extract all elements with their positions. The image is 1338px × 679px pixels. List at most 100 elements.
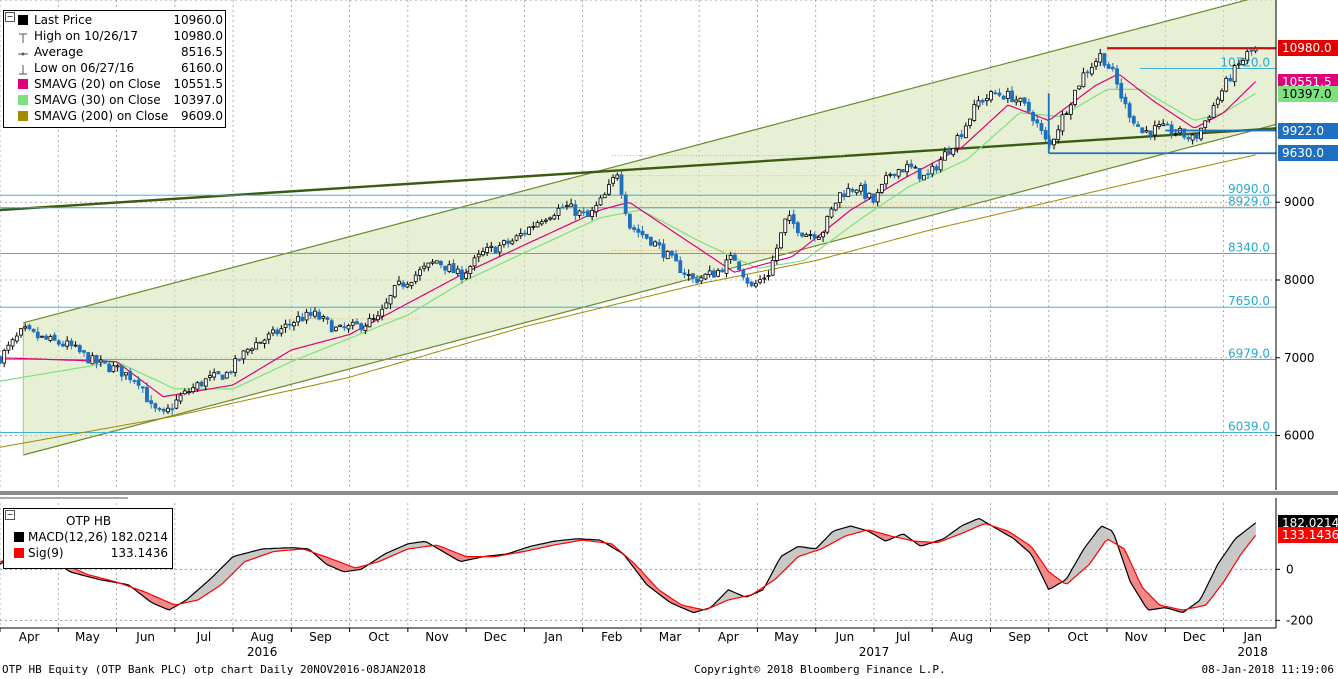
legend-row[interactable]: Average 8516.5 (4, 44, 225, 60)
candle-body (1115, 68, 1119, 85)
candle-body (560, 206, 565, 209)
footer-ticker: OTP HB Equity (OTP Bank PLC) otp chart D… (2, 663, 426, 676)
legend-row[interactable]: SMAVG (20) on Close 10551.5 (4, 76, 225, 92)
candle-body (1228, 78, 1233, 82)
candle-body (489, 245, 494, 248)
candle-body (229, 371, 233, 374)
candle-body (816, 236, 821, 240)
candle-body (111, 365, 116, 373)
x-month-label: Dec (1183, 630, 1206, 644)
candle-body (573, 204, 578, 216)
candle-body (220, 374, 225, 380)
candle-body (531, 226, 536, 228)
candle-body (401, 282, 406, 287)
candle-body (1018, 97, 1023, 102)
x-year-label: 2018 (1237, 645, 1268, 659)
candle-body (61, 343, 65, 347)
fib-label: 6039.0 (1228, 420, 1270, 434)
price-tag: 9922.0 (1278, 122, 1338, 139)
candle-body (921, 174, 926, 181)
candle-body (266, 333, 271, 340)
candle-body (716, 270, 720, 277)
candle-body (653, 241, 657, 247)
candle-body (212, 372, 217, 378)
legend-label: Average (34, 45, 84, 59)
footer-timestamp: 08-Jan-2018 11:19:06 (1201, 663, 1334, 676)
candle-body (397, 280, 401, 285)
candle-body (0, 356, 2, 364)
main-legend[interactable]: − Last Price 10960.0 High on 10/26/17 10980… (3, 10, 226, 128)
candle-body (145, 387, 149, 403)
legend-row[interactable]: Low on 06/27/16 6160.0 (4, 60, 225, 76)
candle-body (871, 193, 876, 203)
horizontal-lines (1047, 47, 1276, 155)
candle-body (661, 243, 666, 258)
candle-body (837, 192, 842, 203)
candle-body (65, 340, 70, 347)
candle-body (187, 391, 191, 394)
candle-body (581, 211, 586, 214)
legend-row[interactable]: Last Price 10960.0 (4, 12, 225, 28)
candle-body (460, 269, 464, 280)
candle-body (1052, 138, 1056, 146)
candle-body (447, 264, 452, 272)
legend-collapse-icon[interactable]: − (5, 12, 15, 22)
legend-row[interactable]: High on 10/26/17 10980.0 (4, 28, 225, 44)
macd-legend-row[interactable]: MACD(12,26) 182.0214 (4, 529, 172, 545)
candle-body (73, 344, 78, 347)
candle-body (577, 210, 582, 216)
legend-value: 10551.5 (173, 77, 223, 91)
candle-body (623, 194, 628, 214)
average-marker-icon (18, 47, 28, 57)
candle-body (98, 359, 103, 363)
candle-body (863, 183, 867, 199)
legend-row[interactable]: SMAVG (200) on Close 9609.0 (4, 108, 225, 124)
legend-label: Low on 06/27/16 (34, 61, 135, 75)
fib-label: 6979.0 (1228, 346, 1270, 360)
x-month-label: Nov (1124, 630, 1147, 644)
candle-body (632, 227, 637, 230)
candle-body (388, 295, 393, 305)
candle-body (1077, 85, 1082, 90)
candle-body (300, 316, 305, 322)
macd-legend-collapse-icon[interactable]: − (5, 510, 15, 520)
candle-body (380, 308, 385, 317)
fib-label: 8340.0 (1228, 241, 1270, 255)
candle-body (1010, 90, 1014, 102)
macd-panel: 0 -200 (0, 498, 1338, 632)
macd-legend[interactable]: − OTP HB MACD(12,26) 182.0214 Sig(9) 133.14… (3, 508, 173, 569)
candle-body (472, 257, 477, 267)
candle-body (1094, 61, 1098, 67)
x-month-label: May (774, 630, 799, 644)
candle-body (938, 159, 943, 171)
candle-body (594, 204, 599, 213)
macd-legend-label: Sig(9) (28, 546, 64, 560)
legend-row[interactable]: SMAVG (30) on Close 10397.0 (4, 92, 225, 108)
candle-body (157, 407, 162, 410)
candle-body (313, 310, 317, 317)
candle-body (1236, 63, 1241, 66)
macd-tag: 133.1436 (1278, 527, 1338, 544)
candle-body (283, 323, 288, 328)
candle-body (686, 274, 691, 276)
sma20-line (0, 73, 1257, 398)
candle-body (732, 254, 737, 261)
macd-y-tick-label: -200 (1286, 613, 1313, 627)
candle-body (329, 320, 334, 333)
candle-body (569, 203, 574, 207)
candle-body (23, 326, 28, 329)
candle-body (1173, 132, 1178, 135)
fib-label: 7650.0 (1228, 294, 1270, 308)
candle-body (993, 92, 998, 95)
candle-body (455, 268, 460, 274)
macd-legend-title: OTP HB (66, 514, 112, 528)
candle-body (1194, 134, 1199, 139)
candle-body (493, 246, 498, 254)
panel-separator[interactable] (0, 491, 1338, 499)
candle-body (968, 118, 972, 126)
candle-body (279, 328, 284, 334)
macd-legend-row[interactable]: Sig(9) 133.1436 (4, 545, 172, 561)
candle-body (27, 325, 32, 330)
candle-body (19, 328, 23, 336)
